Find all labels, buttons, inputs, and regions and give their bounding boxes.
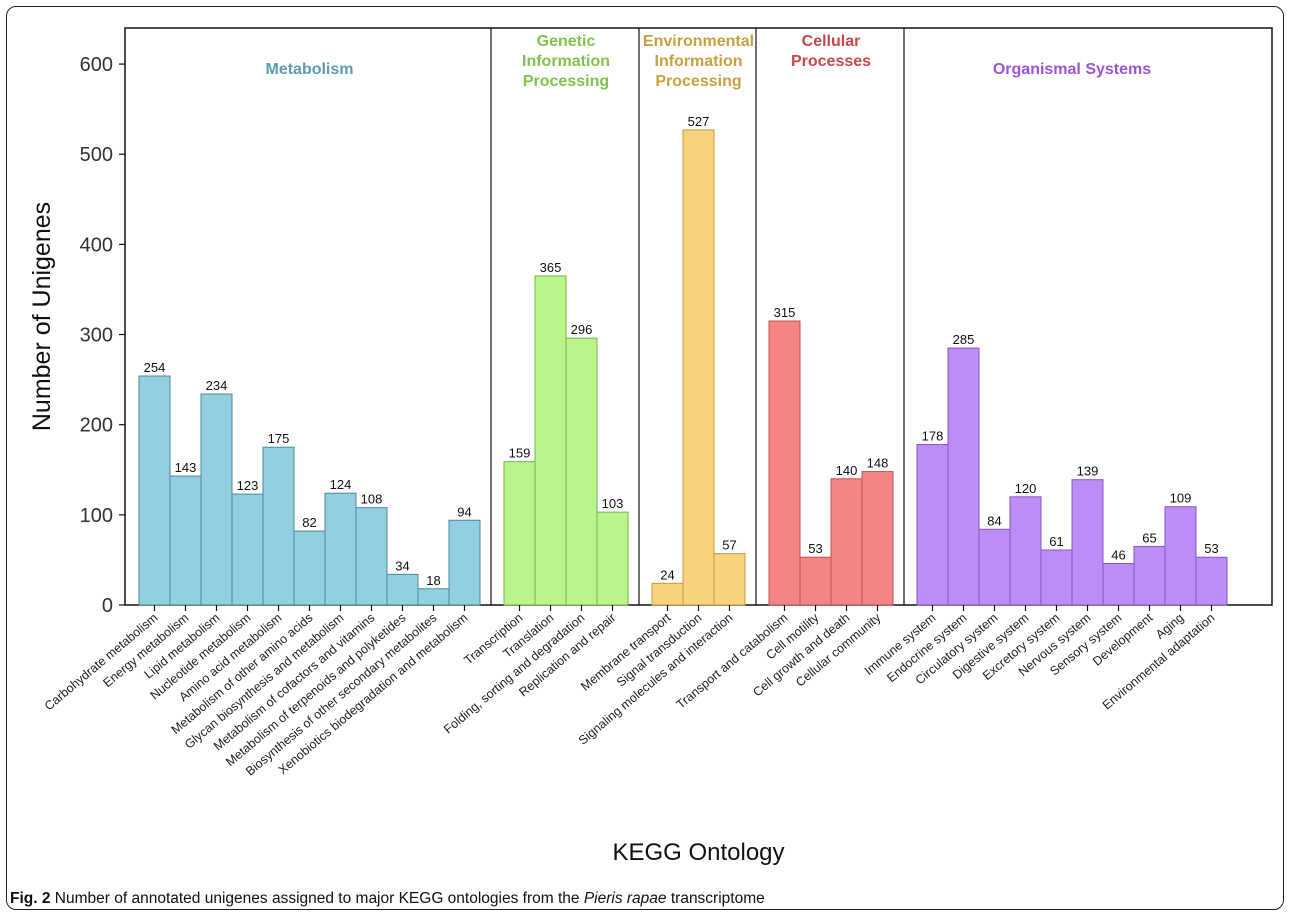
bar-nucleotide-metabolism xyxy=(231,493,264,606)
bar-value-label: 148 xyxy=(867,456,889,471)
bar-folding-sorting-and-degradation xyxy=(565,337,598,606)
bar-amino-acid-metabolism xyxy=(262,446,295,606)
bar-value-label: 159 xyxy=(509,446,531,461)
bar-value-label: 123 xyxy=(237,478,259,493)
bar-value-label: 139 xyxy=(1077,464,1099,479)
x-axis-title: KEGG Ontology xyxy=(612,839,784,866)
bar-signaling-molecules-and-interaction xyxy=(713,553,746,606)
caption-text-before: Number of annotated unigenes assigned to… xyxy=(50,890,584,907)
bar-value-label: 527 xyxy=(688,114,710,129)
y-tick-label: 0 xyxy=(102,595,113,617)
bar-value-label: 175 xyxy=(268,431,290,446)
y-tick-label: 100 xyxy=(80,505,113,527)
bar-value-label: 285 xyxy=(953,332,975,347)
group-title-environmental-information-processing: Environmental xyxy=(643,33,754,50)
bar-value-label: 24 xyxy=(660,567,674,582)
bar-development xyxy=(1133,545,1166,606)
bar-value-label: 103 xyxy=(602,496,624,511)
bar-endocrine-system xyxy=(947,347,980,606)
bar-circulatory-system xyxy=(978,528,1011,606)
bar-value-label: 109 xyxy=(1170,491,1192,506)
caption-species: Pieris rapae xyxy=(583,890,667,907)
bar-value-label: 53 xyxy=(1204,541,1218,556)
y-tick-label: 300 xyxy=(80,325,113,347)
bar-value-label: 57 xyxy=(722,538,736,553)
bar-value-label: 84 xyxy=(987,513,1001,528)
bar-metabolism-of-cofactors-and-vitamins xyxy=(355,507,388,606)
bar-transport-and-catabolism xyxy=(768,320,801,606)
caption-text-after: transcriptome xyxy=(666,890,765,907)
bar-environmental-adaptation xyxy=(1195,556,1228,606)
bar-value-label: 296 xyxy=(571,322,593,337)
bar-metabolism-of-other-amino-acids xyxy=(293,530,326,606)
bar-xenobiotics-biodegradation-and-metabolism xyxy=(448,519,481,606)
bar-cell-motility xyxy=(799,556,832,606)
bar-digestive-system xyxy=(1009,496,1042,606)
bar-value-label: 124 xyxy=(330,477,352,492)
bar-cellular-community xyxy=(861,471,894,606)
bar-replication-and-repair xyxy=(596,511,629,606)
bar-metabolism-of-terpenoids-and-polyketides xyxy=(386,573,419,606)
bar-value-label: 61 xyxy=(1049,534,1063,549)
bar-value-label: 254 xyxy=(144,360,166,375)
group-title-cellular-processes: Cellular xyxy=(802,33,861,50)
y-tick-label: 200 xyxy=(80,415,113,437)
group-title-environmental-information-processing: Processing xyxy=(655,73,741,90)
bar-value-label: 120 xyxy=(1015,481,1037,496)
group-title-genetic-information-processing: Information xyxy=(522,53,610,70)
y-tick-label: 500 xyxy=(80,144,113,166)
bar-transcription xyxy=(503,461,536,606)
group-title-cellular-processes: Processes xyxy=(791,53,871,70)
bar-nervous-system xyxy=(1071,479,1104,606)
bar-aging xyxy=(1164,506,1197,606)
y-tick-label: 600 xyxy=(80,54,113,76)
bar-glycan-biosynthesis-and-metabolism xyxy=(324,492,357,606)
y-tick-label: 400 xyxy=(80,234,113,256)
bar-value-label: 65 xyxy=(1142,530,1156,545)
bar-value-label: 94 xyxy=(457,504,471,519)
bar-value-label: 18 xyxy=(426,573,440,588)
bar-carbohydrate-metabolism xyxy=(138,375,171,606)
bar-value-label: 140 xyxy=(836,463,858,478)
bar-value-label: 234 xyxy=(206,378,228,393)
bar-value-label: 178 xyxy=(922,429,944,444)
figure-frame xyxy=(6,6,1284,910)
figure-caption: Fig. 2 Number of annotated unigenes assi… xyxy=(10,890,765,908)
bar-signal-transduction xyxy=(682,129,715,606)
bar-sensory-system xyxy=(1102,563,1135,606)
group-title-genetic-information-processing: Genetic xyxy=(537,33,596,50)
bar-energy-metabolism xyxy=(169,475,202,606)
bar-excretory-system xyxy=(1040,549,1073,606)
bar-value-label: 143 xyxy=(175,460,197,475)
bar-cell-growth-and-death xyxy=(830,478,863,606)
bar-biosynthesis-of-other-secondary-metabolites xyxy=(417,588,450,606)
group-title-metabolism: Metabolism xyxy=(265,61,353,78)
group-title-environmental-information-processing: Information xyxy=(655,53,743,70)
bar-translation xyxy=(534,275,567,606)
y-axis-title: Number of Unigenes xyxy=(28,202,56,431)
bar-lipid-metabolism xyxy=(200,393,233,606)
bar-immune-system xyxy=(916,444,949,606)
bar-value-label: 108 xyxy=(361,492,383,507)
bar-value-label: 34 xyxy=(395,558,409,573)
group-title-genetic-information-processing: Processing xyxy=(523,73,609,90)
bar-value-label: 46 xyxy=(1111,548,1125,563)
bar-membrane-transport xyxy=(651,582,684,606)
bar-value-label: 315 xyxy=(774,305,796,320)
bar-value-label: 53 xyxy=(808,541,822,556)
bar-value-label: 365 xyxy=(540,260,562,275)
group-title-organismal-systems: Organismal Systems xyxy=(993,61,1151,78)
bar-value-label: 82 xyxy=(302,515,316,530)
caption-fig-label: Fig. 2 xyxy=(10,890,51,907)
